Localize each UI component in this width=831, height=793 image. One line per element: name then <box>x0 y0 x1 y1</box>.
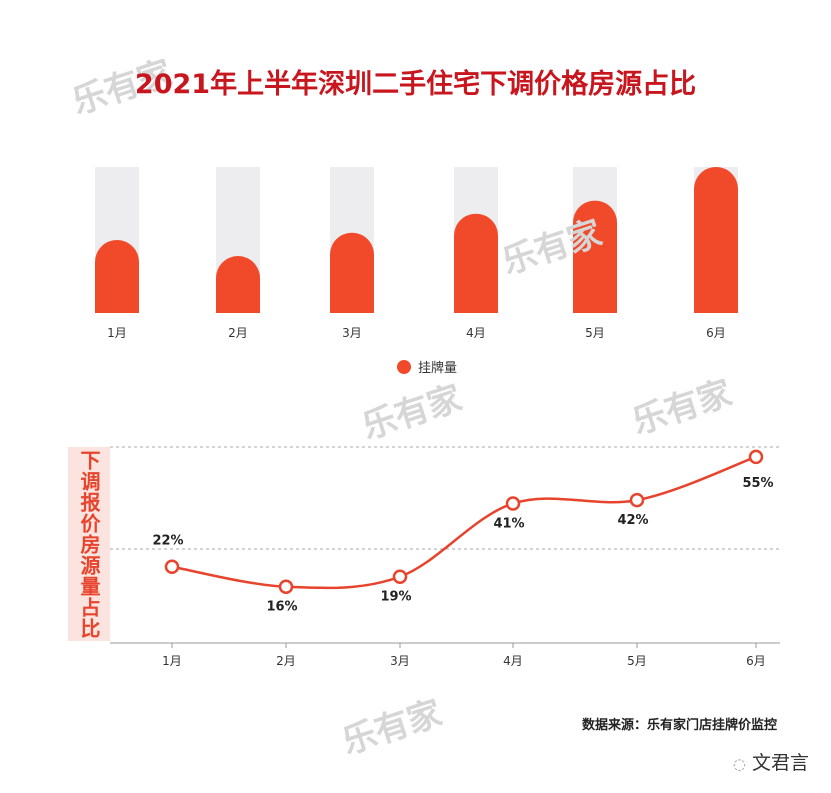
data-label: 16% <box>266 600 297 615</box>
data-label: 55% <box>742 476 773 491</box>
line-x-tick-label: 6月 <box>746 654 766 668</box>
data-point <box>629 492 645 508</box>
series-line <box>171 455 757 590</box>
bar-x-tick-label: 4月 <box>466 326 486 340</box>
bar <box>95 240 139 313</box>
line-x-tick-label: 1月 <box>162 654 182 668</box>
bar <box>694 167 738 313</box>
data-label: 41% <box>493 516 524 531</box>
line-x-tick-label: 5月 <box>627 654 647 668</box>
legend-marker <box>397 360 411 374</box>
data-source: 数据来源：乐有家门店挂牌价监控 <box>581 718 777 733</box>
bar-x-tick-label: 3月 <box>342 326 362 340</box>
data-label: 42% <box>617 513 648 528</box>
data-point <box>748 449 764 465</box>
line-y-axis-label: 下调报价房源量占比 <box>68 447 110 641</box>
brand-name: 文君言 <box>751 752 809 774</box>
bar-x-tick-label: 1月 <box>107 326 127 340</box>
bar-x-tick-label: 2月 <box>228 326 248 340</box>
data-point <box>505 496 521 511</box>
brand-signature: ◌ 文君言 <box>733 748 809 775</box>
data-label: 22% <box>152 534 183 549</box>
bar <box>454 213 498 313</box>
line-x-tick-label: 3月 <box>390 654 410 668</box>
data-label: 19% <box>380 590 411 605</box>
line-x-tick-label: 2月 <box>276 654 296 668</box>
data-point <box>278 579 294 594</box>
data-point <box>164 559 180 574</box>
data-point <box>392 569 408 584</box>
bar <box>330 232 374 313</box>
bar <box>216 256 260 313</box>
wechat-icon: ◌ <box>732 755 746 773</box>
line-x-tick-label: 4月 <box>503 654 523 668</box>
bar-x-tick-label: 6月 <box>706 326 726 340</box>
legend-label: 挂牌量 <box>418 360 457 376</box>
chart-title: 2021年上半年深圳二手住宅下调价格房源占比 <box>134 69 697 100</box>
bar-x-tick-label: 5月 <box>585 326 605 340</box>
bar <box>573 200 617 313</box>
